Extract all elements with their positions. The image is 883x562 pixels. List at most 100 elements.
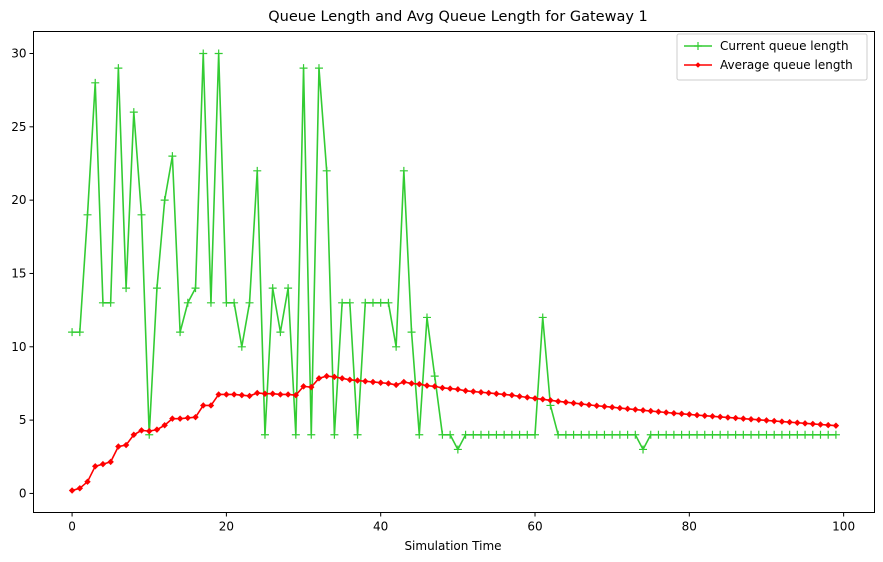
data-point bbox=[524, 394, 531, 401]
data-point bbox=[562, 398, 570, 406]
data-point bbox=[168, 152, 177, 161]
y-tick-label: 30 bbox=[11, 46, 26, 60]
data-point bbox=[92, 463, 99, 470]
data-point bbox=[762, 430, 771, 439]
data-point bbox=[484, 430, 493, 439]
x-axis: 0 20 40 60 80 100 bbox=[68, 512, 855, 534]
y-tick-label: 5 bbox=[19, 413, 27, 427]
data-point bbox=[223, 391, 230, 398]
data-point bbox=[662, 409, 670, 416]
data-point bbox=[492, 430, 501, 439]
data-point bbox=[300, 383, 307, 390]
data-point bbox=[314, 64, 323, 73]
data-point bbox=[130, 431, 138, 439]
data-point bbox=[677, 430, 686, 439]
data-point bbox=[454, 386, 462, 393]
data-point bbox=[323, 372, 330, 380]
data-point bbox=[670, 409, 678, 417]
data-point bbox=[207, 402, 215, 409]
data-point bbox=[831, 430, 840, 439]
series-line-1 bbox=[71, 375, 836, 492]
data-point bbox=[261, 390, 269, 397]
data-point bbox=[291, 430, 300, 439]
data-point bbox=[446, 430, 455, 439]
data-point bbox=[176, 415, 184, 422]
data-point bbox=[200, 402, 207, 409]
data-point bbox=[716, 413, 724, 421]
data-point bbox=[507, 430, 516, 439]
data-point bbox=[322, 166, 331, 175]
data-point bbox=[230, 391, 238, 398]
data-point bbox=[307, 430, 316, 439]
y-tick-label: 0 bbox=[19, 486, 27, 500]
data-point bbox=[646, 430, 655, 439]
chart-title: Queue Length and Avg Queue Length for Ga… bbox=[268, 9, 648, 25]
data-point bbox=[353, 430, 362, 439]
data-point bbox=[446, 385, 454, 392]
data-point bbox=[639, 445, 648, 454]
data-point bbox=[84, 478, 91, 485]
data-point bbox=[439, 384, 446, 392]
data-point bbox=[523, 430, 532, 439]
data-point bbox=[740, 415, 747, 422]
data-point bbox=[809, 420, 816, 428]
series-0 bbox=[68, 49, 840, 454]
data-point bbox=[422, 313, 431, 322]
plot-marks bbox=[68, 49, 840, 494]
data-point bbox=[763, 417, 770, 424]
legend-entry-0: Current queue length bbox=[684, 39, 849, 53]
data-point bbox=[708, 430, 717, 439]
data-point bbox=[129, 108, 138, 117]
y-tick-label: 10 bbox=[11, 340, 26, 354]
data-point bbox=[631, 430, 640, 439]
data-point bbox=[770, 417, 778, 425]
data-point bbox=[192, 413, 199, 421]
data-point bbox=[461, 430, 470, 439]
data-point bbox=[794, 419, 801, 426]
data-point bbox=[485, 389, 492, 397]
data-point bbox=[538, 313, 547, 322]
data-point bbox=[477, 389, 485, 396]
data-point bbox=[268, 284, 277, 293]
data-point bbox=[453, 445, 462, 454]
data-point bbox=[801, 430, 810, 439]
data-point bbox=[160, 196, 169, 205]
data-point bbox=[438, 430, 447, 439]
data-point bbox=[578, 400, 585, 408]
data-point bbox=[561, 430, 570, 439]
data-point bbox=[253, 166, 262, 175]
data-point bbox=[338, 375, 346, 382]
data-point bbox=[277, 391, 284, 398]
data-point bbox=[832, 422, 840, 429]
legend-swatch-marker bbox=[694, 42, 702, 50]
x-tick-label: 60 bbox=[527, 520, 542, 534]
data-point bbox=[601, 403, 608, 410]
data-point bbox=[685, 430, 694, 439]
data-point bbox=[330, 430, 339, 439]
data-point bbox=[161, 422, 168, 429]
data-point bbox=[299, 64, 308, 73]
data-point bbox=[392, 381, 400, 389]
data-point bbox=[515, 430, 524, 439]
data-point bbox=[431, 383, 438, 390]
data-point bbox=[747, 416, 755, 423]
data-point bbox=[516, 393, 523, 400]
data-point bbox=[315, 375, 323, 382]
data-point bbox=[808, 430, 817, 439]
data-point bbox=[152, 284, 161, 293]
data-point bbox=[754, 430, 763, 439]
data-point bbox=[385, 380, 392, 387]
data-point bbox=[284, 391, 292, 398]
data-point bbox=[430, 372, 439, 381]
data-point bbox=[608, 403, 616, 411]
data-point bbox=[83, 210, 92, 219]
x-tick-label: 80 bbox=[682, 520, 697, 534]
data-point bbox=[416, 380, 423, 388]
data-point bbox=[577, 430, 586, 439]
x-tick-label: 20 bbox=[219, 520, 234, 534]
data-point bbox=[408, 380, 415, 387]
data-point bbox=[531, 430, 540, 439]
legend-label: Current queue length bbox=[720, 39, 849, 53]
data-point bbox=[816, 430, 825, 439]
